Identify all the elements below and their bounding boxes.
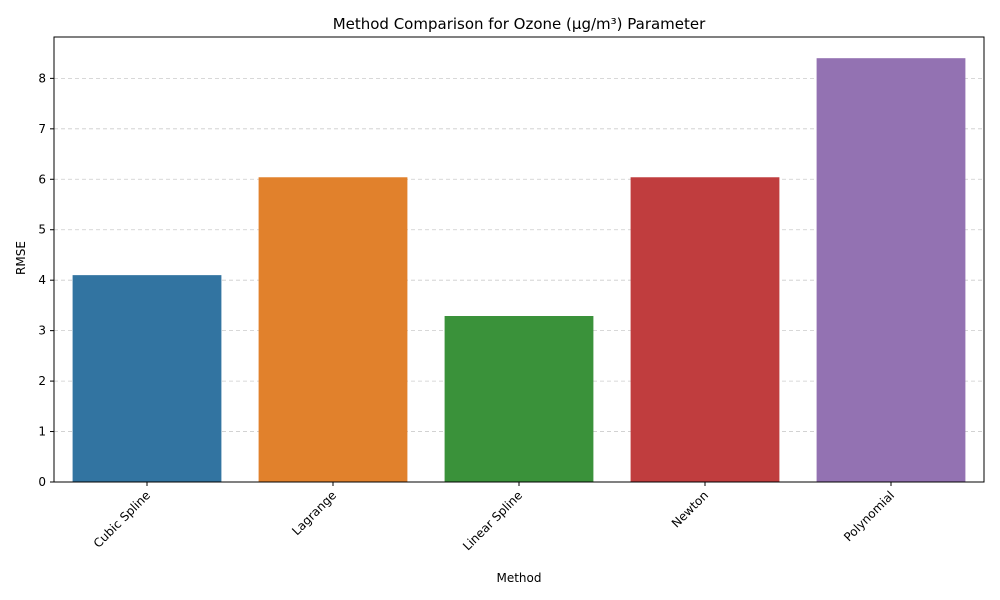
- x-axis-label: Method: [496, 571, 541, 585]
- y-tick-label: 8: [38, 71, 46, 85]
- bar-newton: [630, 177, 780, 482]
- y-tick-label: 6: [38, 172, 46, 186]
- y-tick-label: 7: [38, 122, 46, 136]
- bar-lagrange: [258, 177, 408, 482]
- bar-cubic-spline: [72, 275, 222, 482]
- y-tick-label: 5: [38, 223, 46, 237]
- x-tick-label: Newton: [669, 488, 711, 530]
- y-axis-label: RMSE: [14, 241, 28, 275]
- axes: [50, 36, 985, 486]
- plot-frame: [53, 36, 985, 483]
- y-tick-label: 0: [38, 475, 46, 489]
- x-tick-label: Cubic Spline: [91, 488, 153, 550]
- x-tick-label: Polynomial: [841, 488, 897, 544]
- y-tick-label: 3: [38, 324, 46, 338]
- bar-linear-spline: [444, 316, 594, 482]
- x-tick-label: Lagrange: [289, 488, 339, 538]
- bar-polynomial: [816, 58, 966, 482]
- x-tick-label: Linear Spline: [460, 488, 525, 553]
- chart-title: Method Comparison for Ozone (µg/m³) Para…: [333, 15, 706, 33]
- y-tick-label: 1: [38, 425, 46, 439]
- bars: [72, 58, 966, 482]
- y-tick-label: 4: [38, 273, 46, 287]
- y-tick-label: 2: [38, 374, 46, 388]
